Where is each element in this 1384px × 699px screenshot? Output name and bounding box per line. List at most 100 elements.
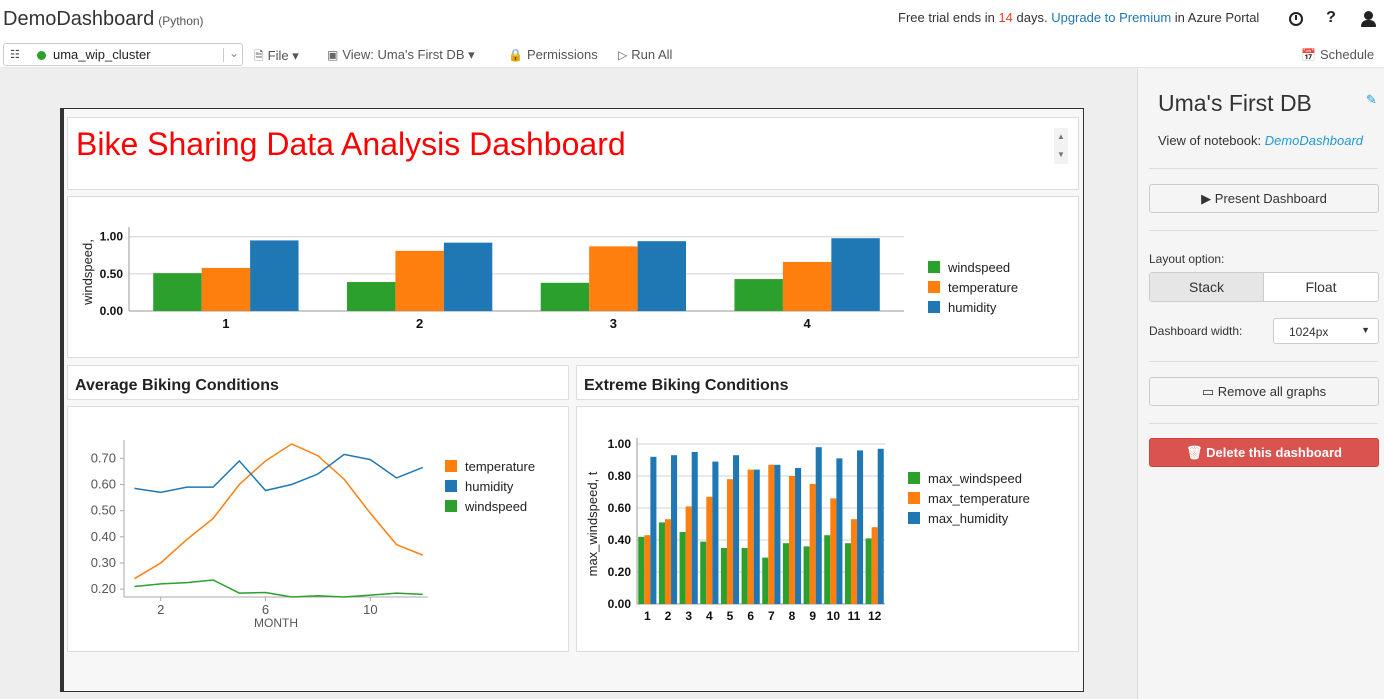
x-tick-label: 9 [809, 609, 816, 623]
dashboard-width-label: Dashboard width: [1149, 324, 1243, 338]
y-tick-label: 0.00 [608, 597, 632, 611]
cluster-name: uma_wip_cluster [53, 47, 151, 62]
bar-max_temperature-7 [768, 464, 775, 604]
remove-all-graphs-button[interactable]: ▭ Remove all graphs [1149, 377, 1379, 406]
bar-max_windspeed-8 [782, 543, 789, 604]
upgrade-link[interactable]: Upgrade to Premium [1051, 10, 1172, 25]
bar-max_temperature-8 [788, 476, 796, 604]
x-tick-label: 3 [610, 316, 617, 331]
y-tick-label: 0.50 [91, 503, 116, 518]
bar-max_humidity-10 [836, 458, 843, 604]
legend-label-humidity: humidity [465, 479, 514, 494]
line-windspeed [134, 579, 423, 598]
caret-down-icon: ▼ [1361, 325, 1370, 335]
app-title[interactable]: DemoDashboard (Python) [3, 8, 204, 30]
cluster-status-icon [37, 51, 46, 60]
bar-windspeed-1 [153, 273, 202, 311]
x-axis-label: MONTH [254, 616, 298, 630]
bar-temperature-4 [782, 261, 832, 311]
bar-max_humidity-5 [733, 455, 740, 604]
layout-option-label: Layout option: [1149, 252, 1225, 266]
title-panel[interactable]: Bike Sharing Data Analysis Dashboard ▲ ▼ [67, 117, 1079, 190]
clock-icon[interactable] [1289, 12, 1303, 26]
legend-swatch-humidity [928, 301, 940, 313]
x-tick-label: 4 [706, 609, 713, 623]
dashboard-sidebar: Uma's First DB ✎ View of notebook: DemoD… [1137, 68, 1384, 699]
legend-swatch-humidity [445, 480, 457, 492]
bar-max_temperature-4 [706, 496, 713, 604]
y-tick-label: 0.20 [91, 581, 116, 596]
ext-conditions-header: Extreme Biking Conditions [584, 377, 789, 394]
language-label: (Python) [158, 14, 204, 28]
bar-max_humidity-9 [815, 447, 822, 604]
legend-label-max_humidity: max_humidity [928, 511, 1009, 526]
scroll-up-icon[interactable]: ▲ [1057, 132, 1065, 141]
y-tick-label: 0.40 [608, 533, 632, 547]
legend-label-windspeed: windspeed [464, 499, 527, 514]
ext-bar-chart-panel[interactable]: 0.00 0.20 0.40 0.60 0.80 1.00 1 2 3 4 5 6 7 8 9 10 11 12 m… [576, 406, 1079, 652]
bar-windspeed-3 [540, 282, 590, 311]
legend-swatch-max_windspeed [908, 472, 920, 484]
legend-swatch-max_temperature [908, 492, 920, 504]
trash-icon: 🗑 [1186, 445, 1203, 460]
x-tick-label: 4 [804, 316, 812, 331]
dashboard-width-select[interactable]: 1024px ▼ [1273, 318, 1379, 344]
schedule-button[interactable]: 📅 Schedule [1301, 47, 1375, 62]
bar-humidity-4 [831, 238, 880, 311]
file-menu[interactable]: 🗎 File ▾ [254, 47, 299, 68]
bar-max_windspeed-4 [700, 541, 707, 604]
layout-float-button[interactable]: Float [1305, 279, 1337, 295]
run-all-button[interactable]: ▷ Run All [618, 47, 673, 62]
y-tick-label: 1.00 [608, 437, 632, 451]
bar-max_humidity-7 [774, 464, 781, 604]
y-tick-label: 0.20 [608, 565, 632, 579]
delete-dashboard-button[interactable]: 🗑 Delete this dashboard [1149, 438, 1379, 467]
permissions-button[interactable]: 🔒 Permissions [508, 47, 598, 62]
ext-bar-chart: 0.000.200.400.600.801.001 2 3 4 5 6 7 8 9 10 11 12m… [585, 437, 1030, 623]
ext-header-panel[interactable]: Extreme Biking Conditions [576, 365, 1079, 400]
bar-max_humidity-2 [671, 455, 678, 604]
file-icon: 🗎 [254, 49, 264, 63]
bar-max_humidity-6 [753, 469, 760, 604]
bar-max_windspeed-12 [865, 538, 872, 604]
avg-line-chart: 0.20 0.30 0.40 0.50 0.60 0.70 2 6 10 MONTH tempera… [91, 440, 535, 630]
help-icon[interactable]: ? [1326, 9, 1336, 26]
y-tick-label: 0.50 [100, 267, 124, 281]
avg-line-chart-panel[interactable]: 0.20 0.30 0.40 0.50 0.60 0.70 2 6 10 MONTH tempera… [67, 406, 569, 652]
summary-bar-chart-panel[interactable]: 0.00 0.50 1.00 1 2 3 4 windspeed, windspeed tempe… [67, 196, 1079, 358]
x-tick-label: 11 [848, 609, 861, 623]
avg-header-panel[interactable]: Average Biking Conditions [67, 365, 569, 400]
x-tick-label: 3 [685, 609, 692, 623]
bar-max_windspeed-1 [638, 536, 645, 604]
legend-label-windspeed: windspeed [947, 260, 1010, 275]
line-humidity [134, 453, 424, 494]
present-dashboard-button[interactable]: ▶ Present Dashboard [1149, 184, 1379, 213]
y-tick-label: 0.70 [91, 450, 116, 465]
calendar-icon: 📅 [1301, 48, 1316, 62]
layout-stack-button[interactable]: Stack [1150, 273, 1264, 301]
title-scrollbar[interactable]: ▲ ▼ [1054, 128, 1068, 164]
bar-max_temperature-1 [644, 535, 651, 604]
x-tick-label: 7 [768, 609, 775, 623]
cluster-tree-icon: ☷ [10, 49, 20, 61]
legend-swatch-windspeed [928, 261, 940, 273]
scroll-down-icon[interactable]: ▼ [1057, 150, 1065, 159]
bar-max_temperature-6 [747, 469, 754, 604]
notebook-link[interactable]: DemoDashboard [1264, 133, 1364, 148]
play-icon: ▶ [1201, 191, 1212, 206]
bar-max_temperature-11 [850, 519, 858, 604]
bar-temperature-3 [589, 246, 638, 311]
cluster-select[interactable]: ☷ uma_wip_cluster ⌄ [3, 43, 243, 66]
x-tick-label: 2 [416, 316, 423, 331]
top-bar: DemoDashboard (Python) Free trial ends in… [0, 0, 1384, 68]
line-temperature [134, 443, 424, 580]
y-tick-label: 0.40 [91, 529, 116, 544]
y-axis-label: windspeed, [80, 239, 95, 306]
pencil-icon[interactable]: ✎ [1366, 92, 1377, 107]
bar-max_temperature-10 [830, 498, 837, 604]
layout-toggle: Stack Float [1149, 272, 1379, 302]
legend-swatch-temperature [928, 281, 940, 293]
lock-icon: 🔒 [508, 48, 523, 62]
bar-windspeed-4 [734, 279, 783, 311]
view-menu[interactable]: ▣ View: Uma's First DB ▾ [327, 47, 475, 62]
